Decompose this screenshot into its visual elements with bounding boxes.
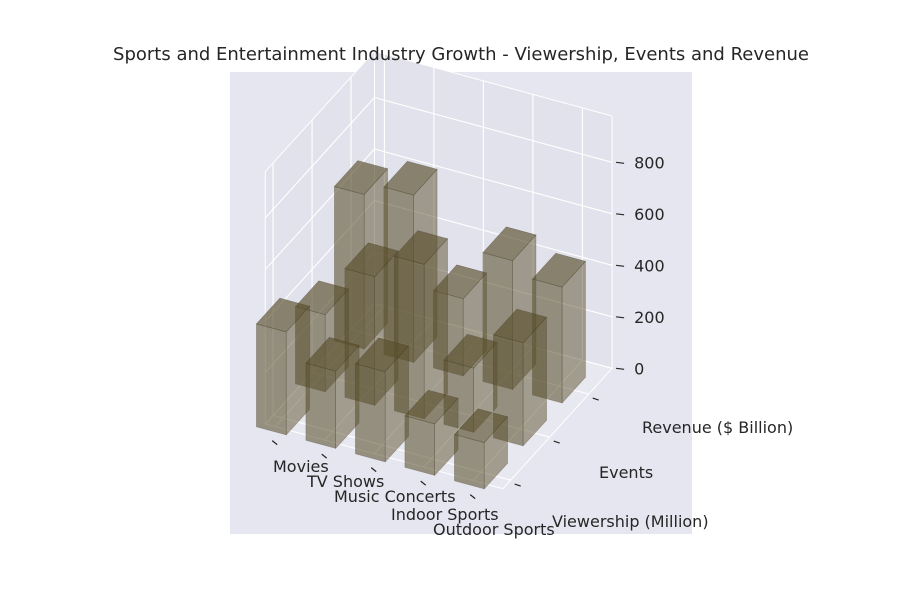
z-tick-label: 0 bbox=[634, 359, 644, 378]
x-tick-label: Indoor Sports bbox=[391, 505, 499, 524]
bar-outdoor-sports-series-0 bbox=[453, 408, 509, 490]
y-tick-label: Events bbox=[599, 463, 653, 482]
x-tick-label: TV Shows bbox=[306, 472, 384, 491]
chart-title: Sports and Entertainment Industry Growth… bbox=[113, 44, 809, 65]
bar-movies-series-0 bbox=[255, 297, 311, 436]
x-tick bbox=[321, 453, 328, 459]
y-tick-label: Viewership (Million) bbox=[552, 512, 709, 531]
z-tick-label: 200 bbox=[634, 308, 665, 327]
y-tick bbox=[514, 483, 521, 487]
y-tick bbox=[553, 440, 560, 444]
bar-tv-shows-series-0 bbox=[305, 336, 360, 450]
z-tick bbox=[616, 316, 625, 319]
y-tick bbox=[592, 397, 599, 401]
y-tick-label: Revenue ($ Billion) bbox=[642, 418, 793, 437]
bar-indoor-sports-series-0 bbox=[404, 389, 459, 477]
z-tick-label: 800 bbox=[634, 153, 665, 172]
x-tick bbox=[271, 440, 278, 446]
z-tick-label: 400 bbox=[634, 256, 665, 275]
z-tick bbox=[616, 264, 625, 267]
x-tick-label: Movies bbox=[273, 457, 329, 476]
x-tick bbox=[469, 494, 476, 500]
x-tick-label: Outdoor Sports bbox=[433, 520, 555, 539]
x-tick bbox=[420, 480, 427, 486]
bar-music-concerts-series-0 bbox=[354, 337, 410, 463]
x-tick-label: Music Concerts bbox=[334, 487, 456, 506]
z-tick-label: 600 bbox=[634, 205, 665, 224]
z-tick bbox=[616, 161, 625, 164]
z-tick bbox=[616, 213, 625, 216]
bar-outdoor-sports-series-2 bbox=[531, 252, 587, 404]
x-tick bbox=[370, 467, 377, 473]
z-tick bbox=[616, 367, 625, 370]
